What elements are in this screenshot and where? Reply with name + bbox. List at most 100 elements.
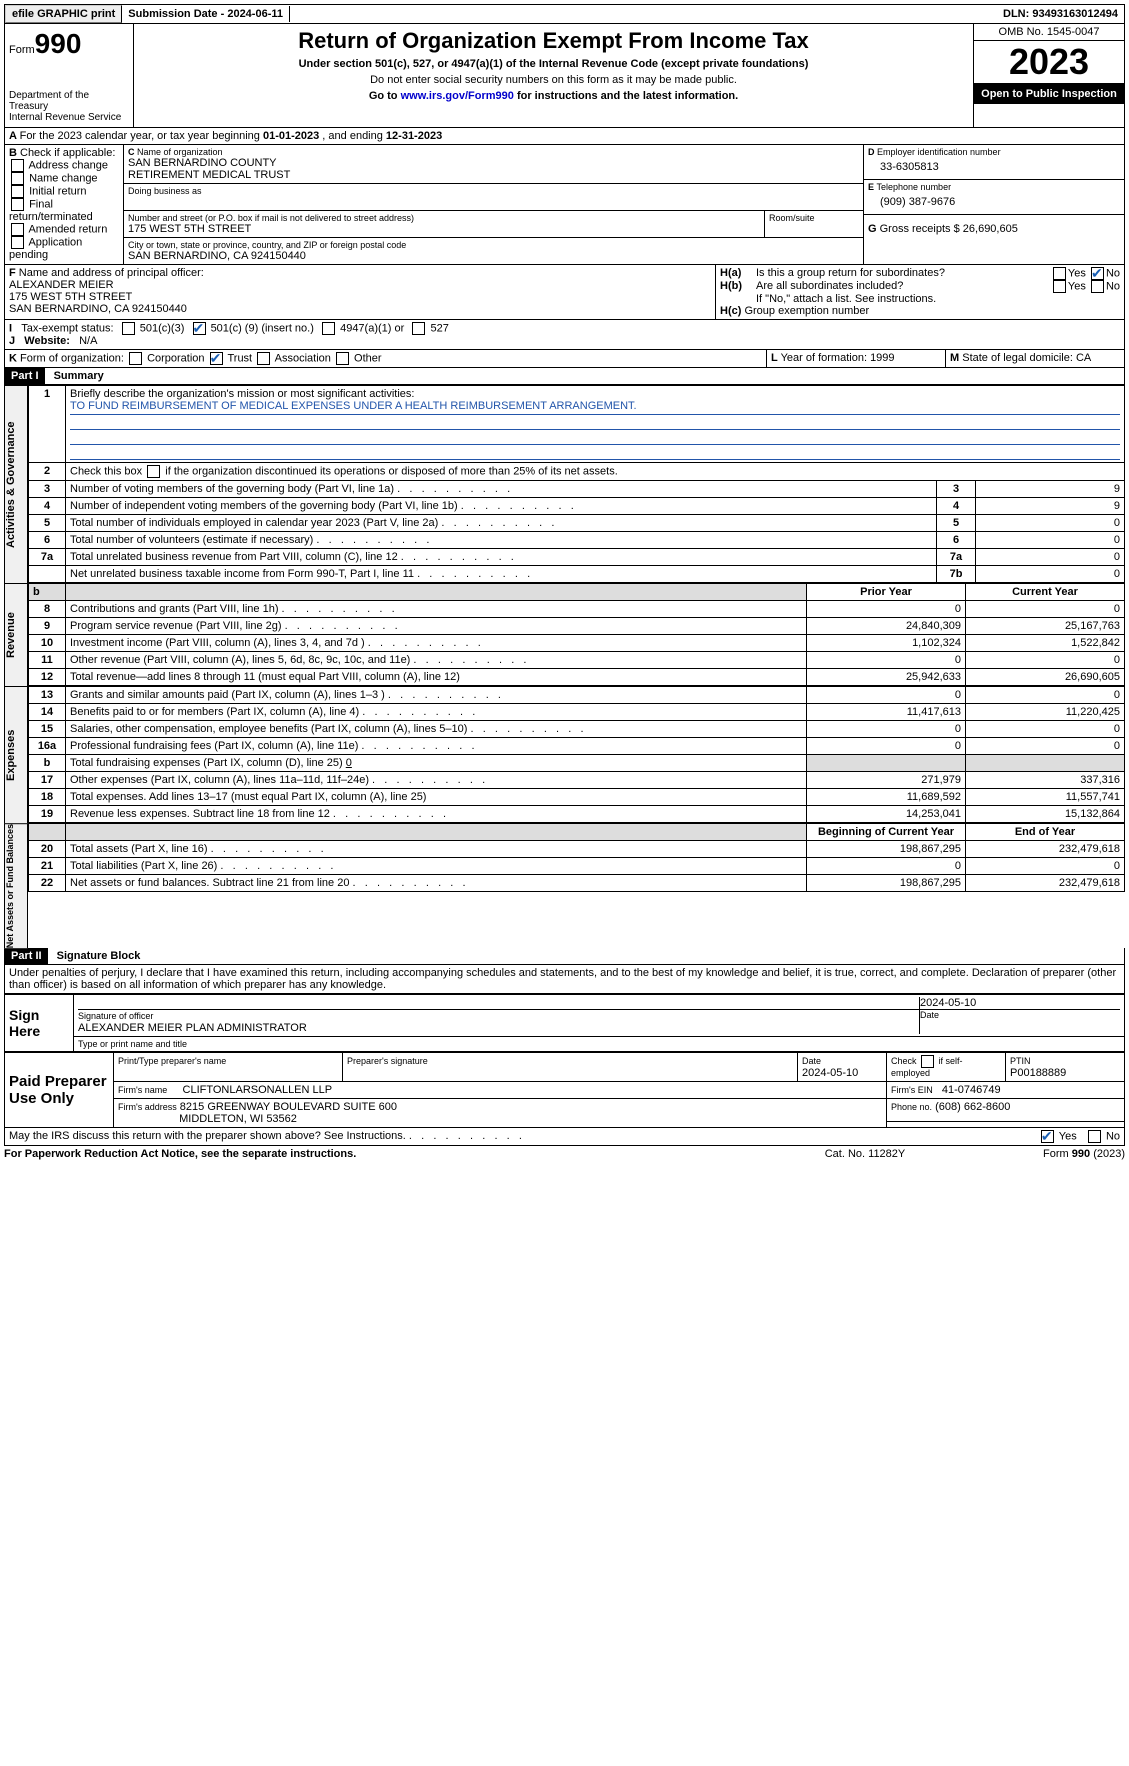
box-c: C Name of organization SAN BERNARDINO CO… <box>124 145 864 264</box>
header-left: Form990 Department of the Treasury Inter… <box>5 24 134 127</box>
officer-name: ALEXANDER MEIER <box>9 279 114 291</box>
ck-app-pending[interactable] <box>11 236 24 249</box>
open-public: Open to Public Inspection <box>974 84 1124 104</box>
efile-print-button[interactable]: efile GRAPHIC print <box>5 5 122 23</box>
sec-na: Net Assets or Fund Balances Beginning of… <box>4 823 1125 948</box>
ck-hb-no[interactable] <box>1091 280 1104 293</box>
top-bar: efile GRAPHIC print Submission Date - 20… <box>4 4 1125 24</box>
telephone: (909) 387-9676 <box>868 192 1120 212</box>
cat-no: Cat. No. 11282Y <box>765 1148 965 1160</box>
ag-row: 6Total number of volunteers (estimate if… <box>29 532 1125 549</box>
sign-table: Sign Here 2024-05-10 Signature of office… <box>4 994 1125 1052</box>
state-domicile: CA <box>1076 352 1091 364</box>
exp-row: 16aProfessional fundraising fees (Part I… <box>29 738 1125 755</box>
ck-ha-no[interactable] <box>1091 267 1104 280</box>
sec-ag: Activities & Governance 1 Briefly descri… <box>4 385 1125 583</box>
ptin: P00188889 <box>1010 1067 1066 1079</box>
exp-row: 13Grants and similar amounts paid (Part … <box>29 687 1125 704</box>
part1-header: Part I Summary <box>4 368 1125 385</box>
side-ag: Activities & Governance <box>4 385 28 583</box>
ag-row: 3Number of voting members of the governi… <box>29 481 1125 498</box>
ag-row: 5Total number of individuals employed in… <box>29 515 1125 532</box>
firm-name: CLIFTONLARSONALLEN LLP <box>183 1084 333 1096</box>
part2-header: Part II Signature Block <box>4 948 1125 965</box>
officer-addr2: SAN BERNARDINO, CA 924150440 <box>9 303 187 315</box>
exp-row: 19Revenue less expenses. Subtract line 1… <box>29 806 1125 823</box>
ck-final-return[interactable] <box>11 198 24 211</box>
form-number: 990 <box>35 28 82 59</box>
org-city: SAN BERNARDINO, CA 924150440 <box>128 250 859 262</box>
gross-receipts: 26,690,605 <box>963 223 1018 235</box>
box-deg: D Employer identification number 33-6305… <box>864 145 1124 264</box>
tax-year: 2023 <box>974 41 1124 84</box>
rev-row: 9Program service revenue (Part VIII, lin… <box>29 618 1125 635</box>
city-label: City or town, state or province, country… <box>128 240 859 250</box>
ck-address-change[interactable] <box>11 159 24 172</box>
dba-label: Doing business as <box>128 186 859 196</box>
ag-row: 4Number of independent voting members of… <box>29 498 1125 515</box>
ck-discuss-no[interactable] <box>1088 1130 1101 1143</box>
ck-501c3[interactable] <box>122 322 135 335</box>
ck-discontinued[interactable] <box>147 465 160 478</box>
exp-row: 14Benefits paid to or for members (Part … <box>29 704 1125 721</box>
website: N/A <box>79 335 97 347</box>
na-table: Beginning of Current YearEnd of Year 20T… <box>28 823 1125 892</box>
rev-row: 11Other revenue (Part VIII, column (A), … <box>29 652 1125 669</box>
header-right: OMB No. 1545-0047 2023 Open to Public In… <box>974 24 1124 127</box>
form-footer: Form 990 (2023) <box>965 1148 1125 1160</box>
ck-self-employed[interactable] <box>921 1055 934 1068</box>
irs-link[interactable]: www.irs.gov/Form990 <box>401 90 514 102</box>
ck-trust[interactable] <box>210 352 223 365</box>
entity-block: B Check if applicable: Address change Na… <box>4 145 1125 265</box>
ck-assoc[interactable] <box>257 352 270 365</box>
side-exp: Expenses <box>4 686 28 823</box>
ck-discuss-yes[interactable] <box>1041 1130 1054 1143</box>
declaration: Under penalties of perjury, I declare th… <box>4 965 1125 994</box>
dln: DLN: 93493163012494 <box>997 6 1124 22</box>
ck-hb-yes[interactable] <box>1053 280 1066 293</box>
box-b: B Check if applicable: Address change Na… <box>5 145 124 264</box>
omb: OMB No. 1545-0047 <box>974 24 1124 41</box>
exp-row: 17Other expenses (Part IX, column (A), l… <box>29 772 1125 789</box>
firm-addr1: 8215 GREENWAY BOULEVARD SUITE 600 <box>180 1101 397 1113</box>
exp-row: 15Salaries, other compensation, employee… <box>29 721 1125 738</box>
sig-date: 2024-05-10 <box>919 997 1120 1009</box>
ij-block: I Tax-exempt status: 501(c)(3) 501(c) (9… <box>4 320 1125 350</box>
ck-4947[interactable] <box>322 322 335 335</box>
form-title: Return of Organization Exempt From Incom… <box>138 28 969 54</box>
side-rev: Revenue <box>4 583 28 686</box>
footer: For Paperwork Reduction Act Notice, see … <box>4 1146 1125 1162</box>
ck-corp[interactable] <box>129 352 142 365</box>
ck-527[interactable] <box>412 322 425 335</box>
may-irs-row: May the IRS discuss this return with the… <box>4 1128 1125 1146</box>
ein: 33-6305813 <box>868 157 1120 177</box>
box-h: H(a)Is this a group return for subordina… <box>716 265 1124 319</box>
ck-amended[interactable] <box>11 223 24 236</box>
ck-name-change[interactable] <box>11 172 24 185</box>
ag-table: 1 Briefly describe the organization's mi… <box>28 385 1125 583</box>
ag-row: 7aTotal unrelated business revenue from … <box>29 549 1125 566</box>
form-subtitle: Under section 501(c), 527, or 4947(a)(1)… <box>138 58 969 70</box>
form-header: Form990 Department of the Treasury Inter… <box>4 24 1125 128</box>
sec-rev: Revenue bPrior YearCurrent Year 8Contrib… <box>4 583 1125 686</box>
org-name-2: RETIREMENT MEDICAL TRUST <box>128 169 859 181</box>
ck-other[interactable] <box>336 352 349 365</box>
goto-line: Go to www.irs.gov/Form990 for instructio… <box>138 90 969 102</box>
header-mid: Return of Organization Exempt From Incom… <box>134 24 974 127</box>
hc-label: Group exemption number <box>744 305 869 317</box>
firm-phone: (608) 662-8600 <box>935 1101 1010 1113</box>
ck-ha-yes[interactable] <box>1053 267 1066 280</box>
fh-block: F Name and address of principal officer:… <box>4 265 1125 320</box>
sec-exp: Expenses 13Grants and similar amounts pa… <box>4 686 1125 823</box>
irs-label: Internal Revenue Service <box>9 112 129 123</box>
firm-ein: 41-0746749 <box>942 1084 1001 1096</box>
pp-date: 2024-05-10 <box>802 1067 858 1079</box>
rev-row: 10Investment income (Part VIII, column (… <box>29 635 1125 652</box>
na-row: 20Total assets (Part X, line 16)198,867,… <box>29 841 1125 858</box>
dept-treasury: Department of the Treasury <box>9 90 129 112</box>
ck-501c[interactable] <box>193 322 206 335</box>
ssn-warning: Do not enter social security numbers on … <box>138 74 969 86</box>
exp-row: 18Total expenses. Add lines 13–17 (must … <box>29 789 1125 806</box>
year-formation: 1999 <box>870 352 894 364</box>
ck-initial-return[interactable] <box>11 185 24 198</box>
